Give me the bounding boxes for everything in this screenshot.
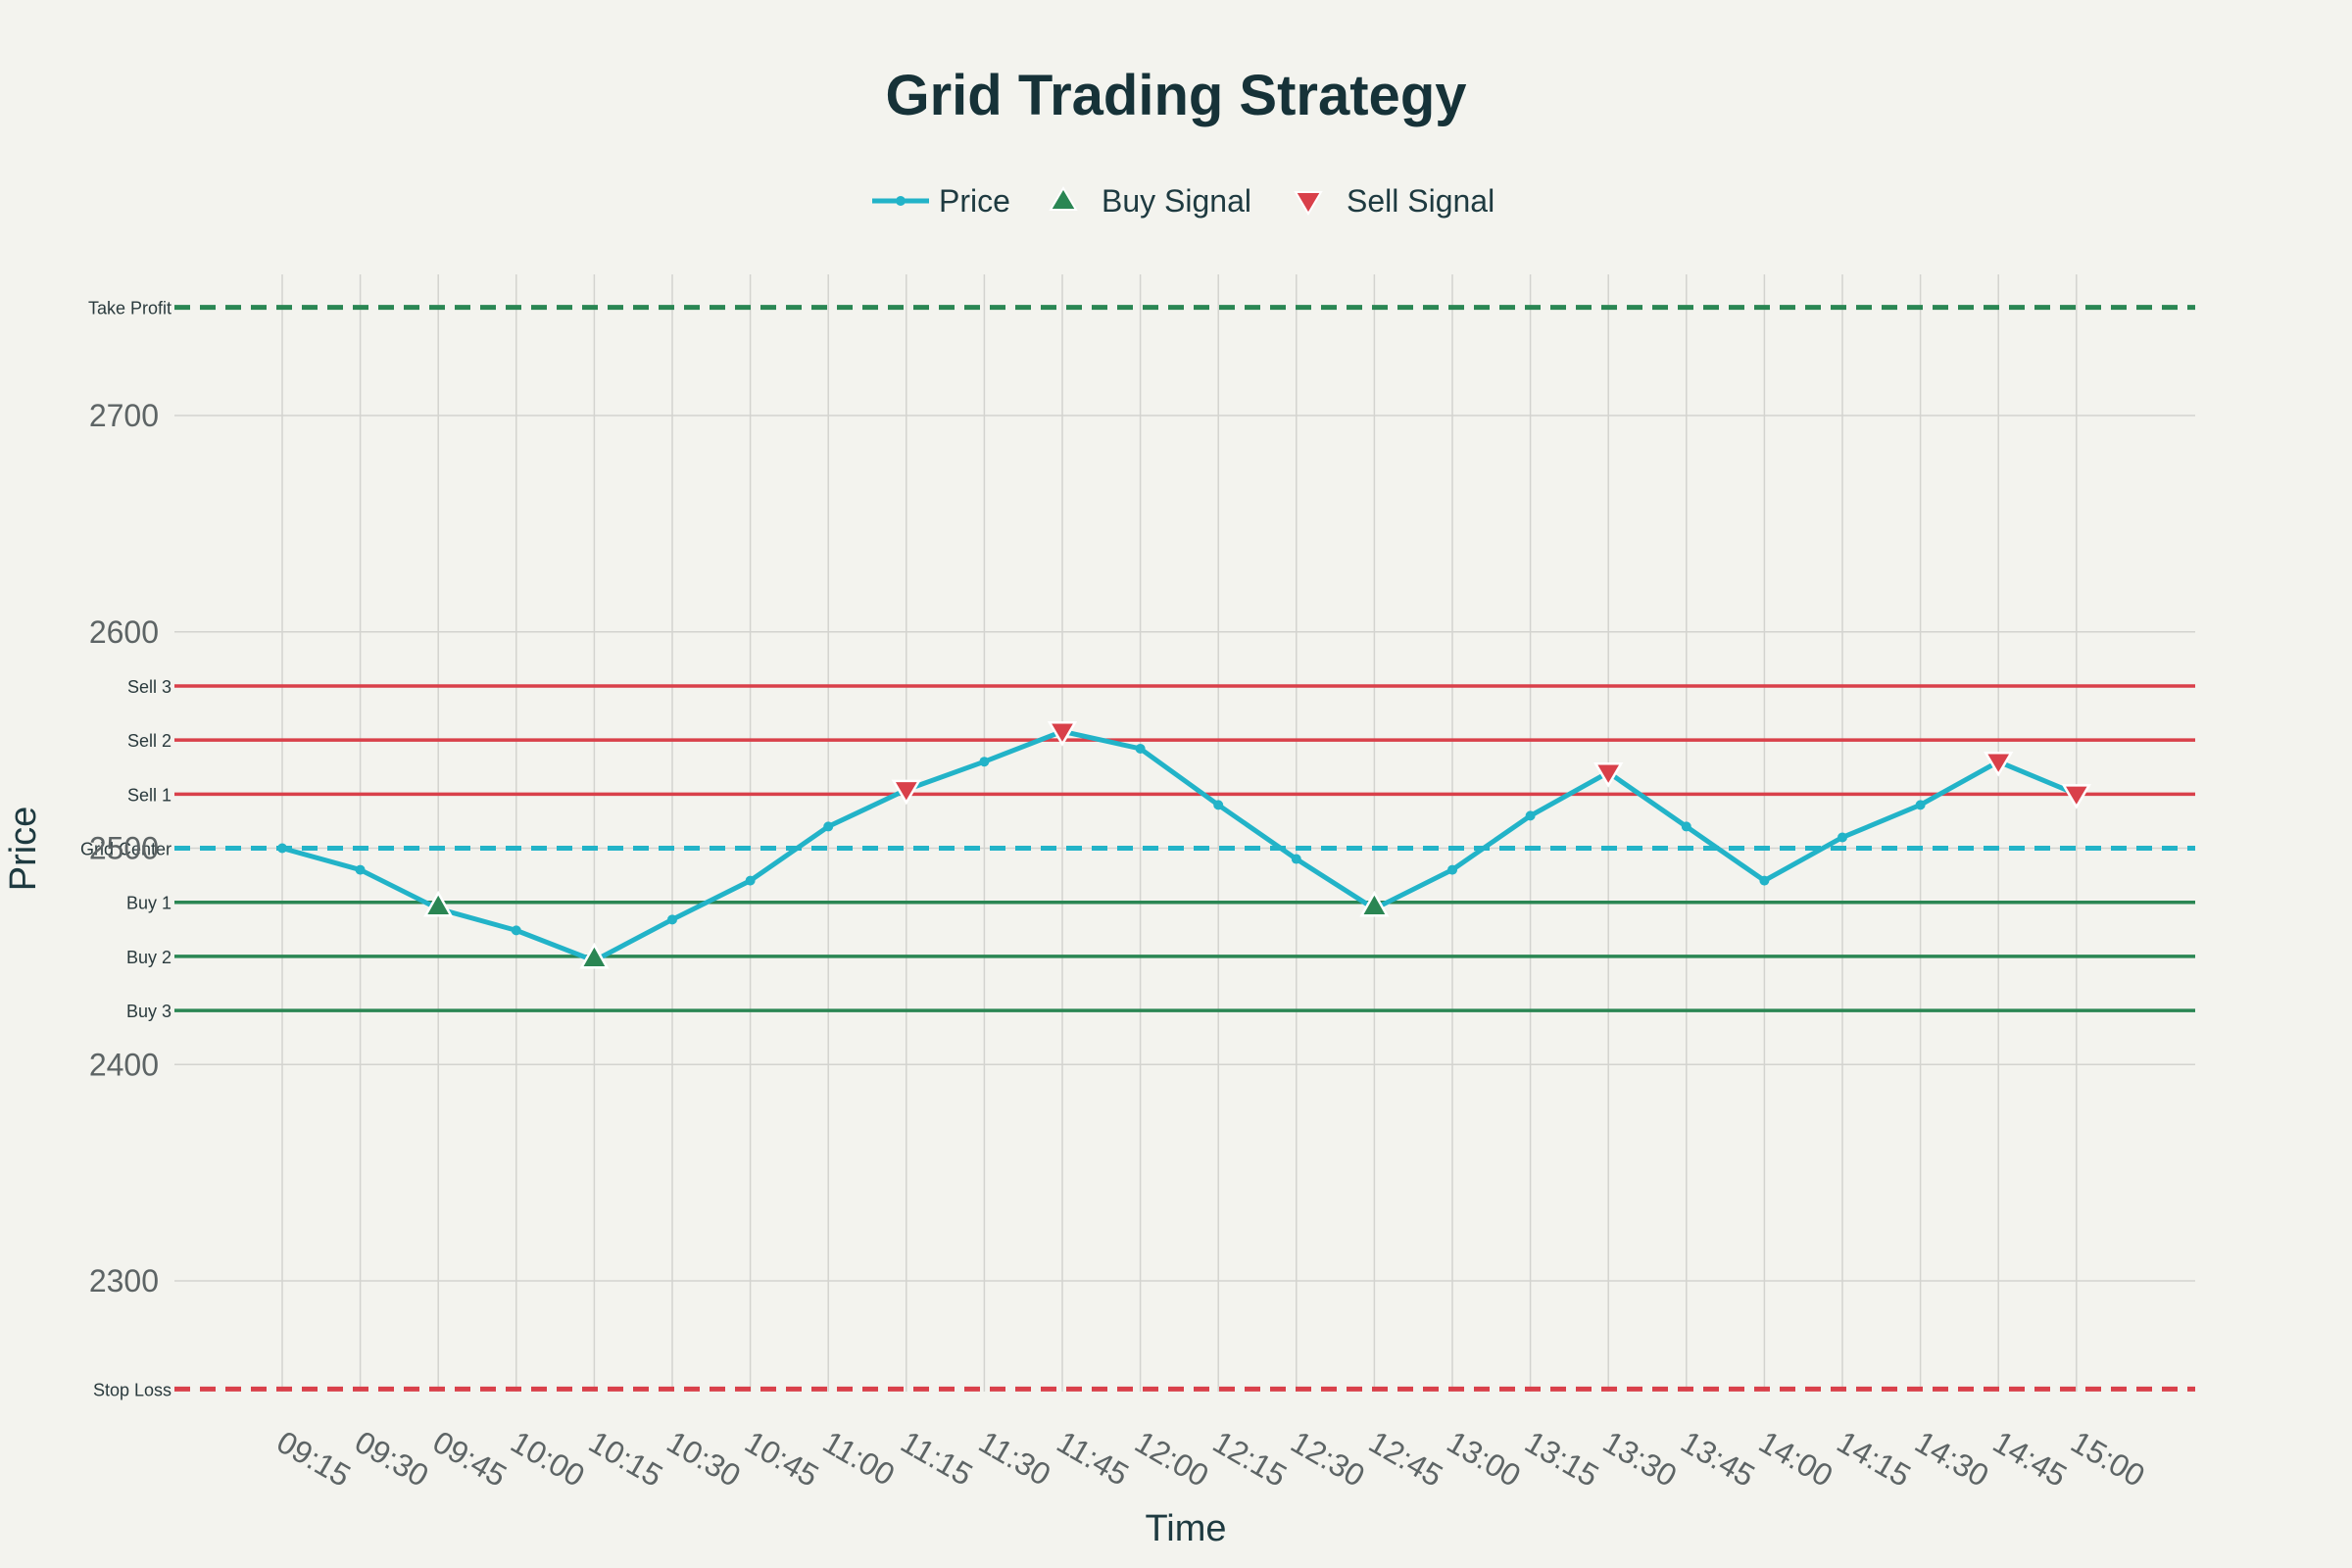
signal-markers [423, 721, 2091, 969]
x-axis-ticks: 09:1509:3009:4510:0010:1510:3010:4511:00… [271, 1424, 2151, 1494]
price-point [1135, 743, 1146, 754]
price-point [277, 843, 287, 854]
buy-signal-marker [423, 890, 454, 917]
price-point [1759, 875, 1770, 886]
level-label: Grid Center [80, 840, 172, 859]
price-point [979, 757, 990, 767]
price-point [1525, 810, 1536, 821]
x-tick-label: 10:00 [505, 1424, 590, 1494]
x-tick-label: 10:30 [662, 1424, 747, 1494]
y-axis-title: Price [3, 807, 44, 892]
x-tick-label: 09:15 [271, 1424, 357, 1494]
x-tick-label: 14:00 [1753, 1424, 1838, 1494]
level-label: Buy 3 [126, 1002, 172, 1021]
x-tick-label: 12:15 [1207, 1424, 1293, 1494]
y-tick-label: 2400 [89, 1047, 159, 1082]
x-tick-label: 11:15 [895, 1424, 978, 1493]
level-label: Buy 1 [126, 894, 172, 913]
x-tick-label: 14:30 [1909, 1424, 1994, 1494]
price-point [1213, 800, 1224, 810]
legend-item-price[interactable]: Price [872, 183, 1010, 219]
x-tick-label: 13:15 [1519, 1424, 1604, 1494]
sell-signal-marker [891, 779, 921, 806]
x-tick-label: 13:45 [1675, 1424, 1760, 1494]
legend-item-buy-signal[interactable]: Buy Signal [1049, 183, 1251, 219]
level-label: Sell 2 [127, 731, 172, 751]
x-tick-label: 13:00 [1442, 1424, 1527, 1494]
buy-signal-marker [579, 942, 610, 969]
price-point [1681, 821, 1691, 832]
price-point [1915, 800, 1926, 810]
price-point [511, 925, 521, 936]
x-tick-label: 11:45 [1052, 1424, 1135, 1493]
level-label: Sell 3 [127, 677, 172, 697]
legend-sell-marker [1294, 191, 1323, 216]
price-point [1838, 832, 1847, 843]
y-tick-label: 2500 [89, 831, 159, 866]
buy-signal-marker [1359, 890, 1390, 917]
x-tick-label: 12:45 [1363, 1424, 1448, 1494]
price-point [1291, 854, 1301, 864]
x-tick-label: 10:45 [739, 1424, 824, 1494]
x-axis-title: Time [1145, 1508, 1226, 1549]
x-tick-label: 11:00 [817, 1424, 901, 1493]
x-tick-label: 09:45 [427, 1424, 513, 1494]
x-tick-label: 09:30 [349, 1424, 434, 1494]
sell-signal-marker [1047, 721, 1078, 747]
level-label: Stop Loss [93, 1380, 172, 1399]
x-tick-label: 14:45 [1987, 1424, 2073, 1494]
legend-item-sell-signal[interactable]: Sell Signal [1294, 183, 1494, 219]
x-tick-label: 10:15 [583, 1424, 668, 1494]
x-tick-label: 15:00 [2065, 1424, 2150, 1494]
sell-signal-marker [2061, 784, 2091, 809]
level-label: Take Profit [88, 299, 172, 318]
grid-levels: Take Profit Sell 3 Sell 2 Sell 1 Grid Center… [80, 299, 2195, 1399]
y-axis-ticks: 2300 2400 2500 2600 2700 [89, 398, 159, 1298]
price-point [355, 864, 366, 875]
chart-title: Grid Trading Strategy [886, 64, 1467, 127]
x-tick-label: 14:15 [1832, 1424, 1917, 1494]
legend-label-sell-signal: Sell Signal [1347, 183, 1494, 219]
sell-signal-marker [1593, 761, 1624, 788]
price-line [281, 728, 2078, 963]
price-point [667, 914, 677, 925]
level-label: Sell 1 [127, 785, 172, 805]
x-tick-label: 12:30 [1285, 1424, 1370, 1494]
x-tick-label: 13:30 [1597, 1424, 1683, 1494]
y-tick-label: 2300 [89, 1263, 159, 1298]
legend-buy-marker [1049, 186, 1078, 211]
price-point [1447, 864, 1457, 875]
price-point [745, 875, 756, 886]
y-tick-label: 2700 [89, 398, 159, 433]
legend-price-marker [896, 196, 906, 206]
sell-signal-marker [1984, 751, 2014, 777]
legend-label-buy-signal: Buy Signal [1102, 183, 1251, 219]
x-tick-label: 12:00 [1129, 1424, 1214, 1494]
x-tick-label: 11:30 [973, 1424, 1056, 1493]
gridlines [174, 274, 2195, 1392]
y-tick-label: 2600 [89, 614, 159, 650]
legend: Price Buy Signal Sell Signal [872, 183, 1494, 219]
price-point [823, 821, 834, 832]
level-label: Buy 2 [126, 948, 172, 967]
legend-label-price: Price [939, 183, 1010, 219]
